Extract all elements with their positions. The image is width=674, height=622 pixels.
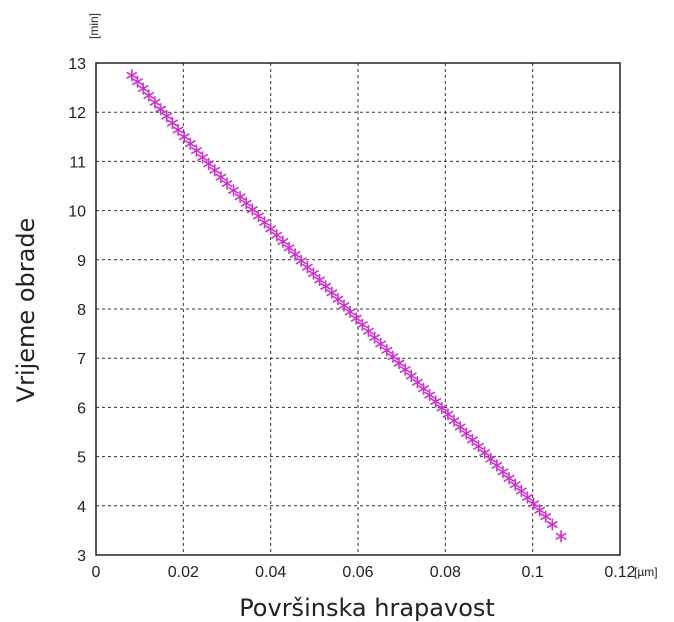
data-point — [399, 363, 411, 376]
y-tick-label: 11 — [69, 154, 86, 171]
data-point — [313, 273, 326, 286]
y-tick-label: 7 — [77, 351, 86, 368]
data-point — [546, 518, 558, 531]
data-point — [375, 337, 387, 350]
data-point — [131, 75, 144, 88]
data-point — [515, 485, 527, 498]
x-tick-labels: 0 0.02 0.04 0.06 0.08 0.1 0.12 — [92, 564, 636, 581]
x-unit-label: [µm] — [634, 565, 658, 579]
data-point — [221, 177, 233, 190]
data-point — [295, 254, 307, 267]
x-tick-label: 0.1 — [522, 564, 544, 581]
data-point — [387, 350, 399, 363]
data-point — [161, 110, 173, 123]
grid-lines — [96, 63, 620, 555]
data-point — [265, 222, 277, 235]
data-point — [497, 465, 509, 478]
data-point — [362, 325, 375, 338]
data-point — [424, 389, 436, 402]
x-tick-label: 0.04 — [255, 564, 286, 581]
data-point — [190, 144, 203, 157]
data-point — [460, 427, 472, 440]
x-tick-label: 0 — [92, 564, 101, 581]
data-point — [246, 203, 258, 216]
data-point — [234, 190, 246, 203]
y-tick-label: 12 — [68, 105, 86, 122]
data-point — [521, 491, 534, 504]
y-tick-label: 9 — [77, 253, 86, 270]
data-point — [149, 96, 161, 109]
data-point — [184, 137, 196, 150]
y-axis-title: Vrijeme obrade — [12, 218, 40, 403]
data-point — [472, 440, 485, 453]
data-point — [454, 421, 466, 434]
data-point — [209, 164, 221, 177]
data-point — [338, 299, 350, 312]
data-point — [143, 89, 155, 102]
data-point — [436, 401, 448, 414]
data-point — [252, 210, 265, 223]
data-point — [503, 472, 515, 485]
data-point — [271, 229, 283, 242]
data-point — [344, 305, 356, 318]
data-point — [411, 376, 423, 389]
data-point — [126, 69, 138, 82]
y-tick-label: 6 — [77, 400, 86, 417]
plot-frame — [95, 62, 621, 556]
data-point — [350, 312, 362, 325]
data-point — [555, 530, 567, 543]
data-point — [203, 157, 215, 170]
x-tick-label: 0.02 — [168, 564, 199, 581]
y-tick-label: 8 — [77, 302, 86, 319]
data-point — [509, 478, 521, 491]
data-point — [301, 261, 313, 274]
data-point — [381, 344, 393, 357]
data-point — [289, 248, 301, 261]
x-tick-label: 0.12 — [604, 564, 635, 581]
y-tick-label: 5 — [77, 450, 86, 467]
data-point — [368, 331, 381, 344]
y-tick-label: 13 — [68, 56, 86, 73]
y-tick-label: 3 — [77, 548, 86, 565]
data-point — [540, 510, 552, 523]
data-points — [126, 69, 567, 543]
data-point — [466, 433, 479, 446]
data-point — [527, 497, 540, 510]
data-point — [283, 241, 295, 254]
data-point — [196, 151, 209, 164]
data-point — [479, 446, 491, 459]
data-point — [215, 171, 227, 184]
data-point — [155, 103, 167, 116]
data-point — [442, 408, 454, 421]
data-point — [307, 267, 320, 280]
y-tick-label: 4 — [77, 499, 86, 516]
x-tick-label: 0.08 — [430, 564, 461, 581]
data-point — [277, 235, 289, 248]
data-point — [430, 395, 442, 408]
data-point — [137, 82, 149, 95]
data-point — [448, 414, 460, 427]
data-point — [405, 369, 417, 382]
data-point — [178, 130, 190, 143]
data-point — [356, 318, 368, 331]
data-point — [417, 382, 430, 395]
data-point — [534, 504, 546, 517]
data-point — [393, 357, 405, 370]
data-point — [240, 197, 252, 210]
data-point — [172, 123, 184, 136]
data-point — [332, 293, 344, 306]
data-point — [166, 117, 179, 130]
y-unit-label: [min] — [87, 13, 101, 39]
data-point — [258, 216, 271, 229]
y-tick-label: 10 — [68, 204, 86, 221]
data-point — [326, 286, 338, 299]
x-tick-label: 0.06 — [342, 564, 373, 581]
x-axis-title: Površinska hrapavost — [239, 594, 495, 622]
data-point — [227, 184, 240, 197]
y-tick-labels: 3 4 5 6 7 8 9 10 11 12 13 — [68, 56, 86, 565]
data-point — [491, 459, 503, 472]
data-point — [320, 280, 332, 293]
data-point — [485, 453, 497, 466]
